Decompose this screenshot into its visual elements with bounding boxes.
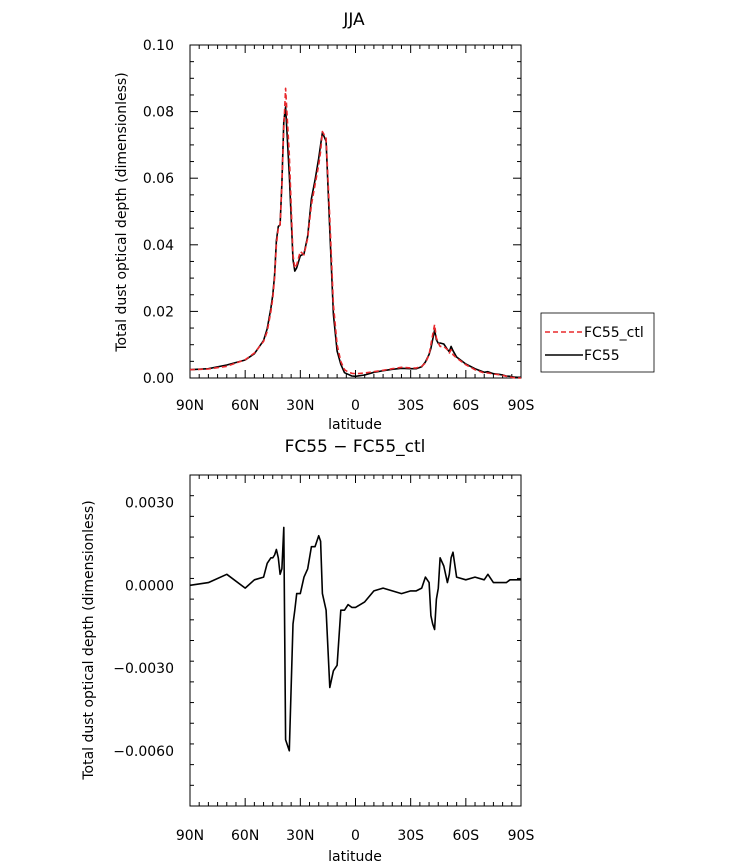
top-chart-title: JJA (342, 10, 365, 30)
bottom-x-axis-label: latitude (328, 849, 382, 865)
y-tick-label: 0.02 (143, 304, 174, 320)
x-tick-label: 90S (508, 828, 535, 844)
legend-label-fc55-ctl: FC55_ctl (584, 325, 644, 341)
y-tick-label: 0.04 (143, 238, 174, 254)
x-tick-label: 30N (286, 398, 314, 414)
x-tick-label: 90N (176, 828, 204, 844)
y-tick-label: 0.06 (143, 171, 174, 187)
legend: FC55_ctl FC55 (540, 312, 655, 373)
x-tick-label: 30S (397, 398, 424, 414)
y-tick-label: −0.0060 (113, 744, 174, 760)
series-line-difference (189, 526, 521, 752)
x-tick-label: 90N (176, 398, 204, 414)
x-tick-label: 60S (452, 398, 479, 414)
bottom-panel: FC55 − FC55_ctl 90N 60N 30N 0 30S 60S 90S −0.0… (81, 437, 534, 865)
top-x-axis-label: latitude (328, 417, 382, 433)
top-plot-frame (189, 44, 522, 379)
bottom-y-axis-label: Total dust optical depth (dimensionless) (81, 500, 97, 780)
top-panel: JJA 90N 60N 30N 0 30S 60S 90S 0.00 0.02 0.04 0.06… (114, 10, 655, 433)
x-tick-label: 90S (508, 398, 535, 414)
bottom-plot-frame (189, 474, 522, 807)
y-tick-label: 0.08 (143, 105, 174, 121)
y-tick-label: −0.0030 (113, 661, 174, 677)
top-y-axis-label: Total dust optical depth (dimensionless) (114, 72, 130, 352)
legend-box (540, 312, 655, 373)
bottom-chart-title: FC55 − FC55_ctl (285, 437, 426, 457)
series-line-fc55-ctl (189, 87, 521, 379)
x-tick-label: 30N (286, 828, 314, 844)
x-tick-label: 60N (231, 828, 259, 844)
y-tick-label: 0.0030 (125, 496, 174, 512)
x-tick-label: 60S (452, 828, 479, 844)
series-line-fc55 (189, 106, 521, 379)
y-tick-label: 0.10 (143, 38, 174, 54)
legend-label-fc55: FC55 (584, 348, 620, 364)
x-tick-label: 0 (351, 828, 360, 844)
x-tick-label: 0 (351, 398, 360, 414)
y-tick-label: 0.00 (143, 371, 174, 387)
x-tick-label: 30S (397, 828, 424, 844)
y-tick-label: 0.0000 (125, 578, 174, 594)
x-tick-label: 60N (231, 398, 259, 414)
